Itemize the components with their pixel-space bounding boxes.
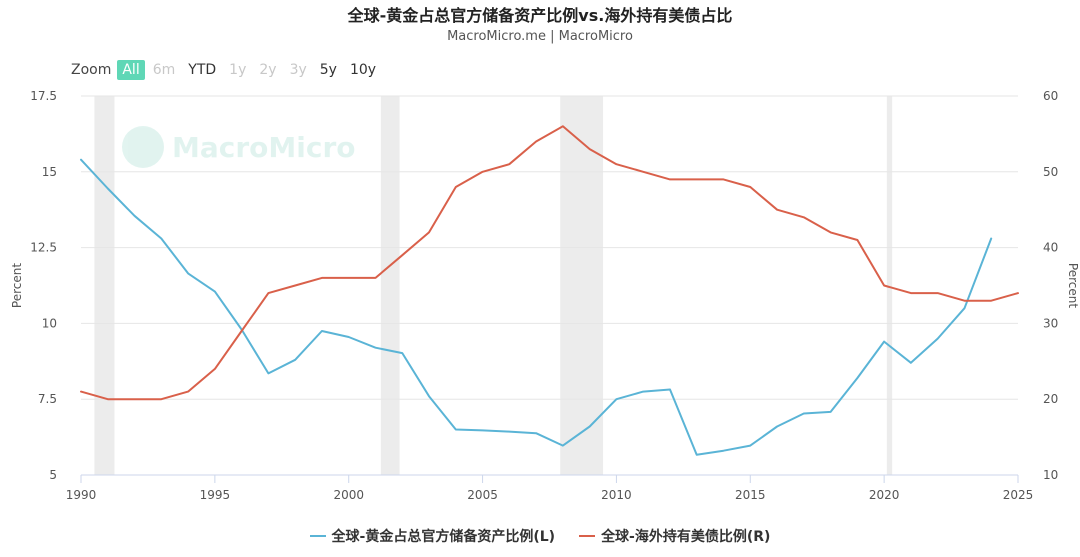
y-tick-label-left: 17.5 [30,89,57,103]
x-tick-label: 1995 [200,488,231,502]
macromicro-logo-icon [122,126,164,168]
recession-band [886,96,893,475]
zoom-5y-button[interactable]: 5y [319,62,337,78]
x-tick-label: 2020 [869,488,900,502]
y-tick-label-left: 10 [42,316,57,330]
zoom-all-button[interactable]: All [117,60,145,80]
legend: 全球-黄金占总官方储备资产比例(L) 全球-海外持有美债比例(R) [0,526,1080,546]
zoom-label: Zoom [71,62,112,78]
x-tick-label: 1990 [66,488,97,502]
watermark: MacroMicro [122,126,356,168]
zoom-3y-button[interactable]: 3y [289,62,307,78]
legend-label: 全球-黄金占总官方储备资产比例(L) [331,529,556,545]
y-axis-title-right: Percent [1066,263,1080,308]
series-line-foreign-treasury [80,125,1019,401]
zoom-toolbar: Zoom All 6m YTD 1y 2y 3y 5y 10y [71,60,384,80]
zoom-6m-button[interactable]: 6m [152,62,176,78]
chart-title: 全球-黄金占总官方储备资产比例vs.海外持有美债占比 [347,6,733,25]
recession-band [94,96,115,475]
legend-swatch [579,535,596,537]
x-tick-label: 2025 [1003,488,1034,502]
recession-band [560,96,604,475]
series-line-gold-reserves [80,158,993,456]
y-tick-label-right: 30 [1043,316,1058,330]
legend-swatch [309,535,326,537]
legend-item-gold-reserves[interactable]: 全球-黄金占总官方储备资产比例(L) [309,526,556,546]
y-axis-title-left: Percent [10,263,24,308]
y-tick-label-right: 40 [1043,241,1058,255]
y-tick-label-left: 5 [49,468,57,482]
y-tick-label-left: 12.5 [30,241,57,255]
zoom-ytd-button[interactable]: YTD [188,62,217,78]
y-tick-label-right: 50 [1043,165,1058,179]
y-tick-label-right: 10 [1043,468,1058,482]
watermark-text: MacroMicro [172,130,356,164]
zoom-2y-button[interactable]: 2y [259,62,277,78]
x-tick-label: 2005 [467,488,498,502]
y-tick-label-left: 7.5 [38,392,57,406]
legend-label: 全球-海外持有美债比例(R) [601,529,771,545]
zoom-10y-button[interactable]: 10y [349,62,377,78]
y-tick-label-left: 15 [42,165,57,179]
chart-subtitle: MacroMicro.me | MacroMicro [447,29,633,44]
x-tick-label: 2000 [333,488,364,502]
x-tick-label: 2015 [735,488,766,502]
legend-item-foreign-treasury[interactable]: 全球-海外持有美债比例(R) [579,526,770,546]
y-tick-label-right: 60 [1043,89,1058,103]
x-tick-label: 2010 [601,488,632,502]
zoom-1y-button[interactable]: 1y [229,62,247,78]
recession-band [380,96,400,475]
y-tick-label-right: 20 [1043,392,1058,406]
